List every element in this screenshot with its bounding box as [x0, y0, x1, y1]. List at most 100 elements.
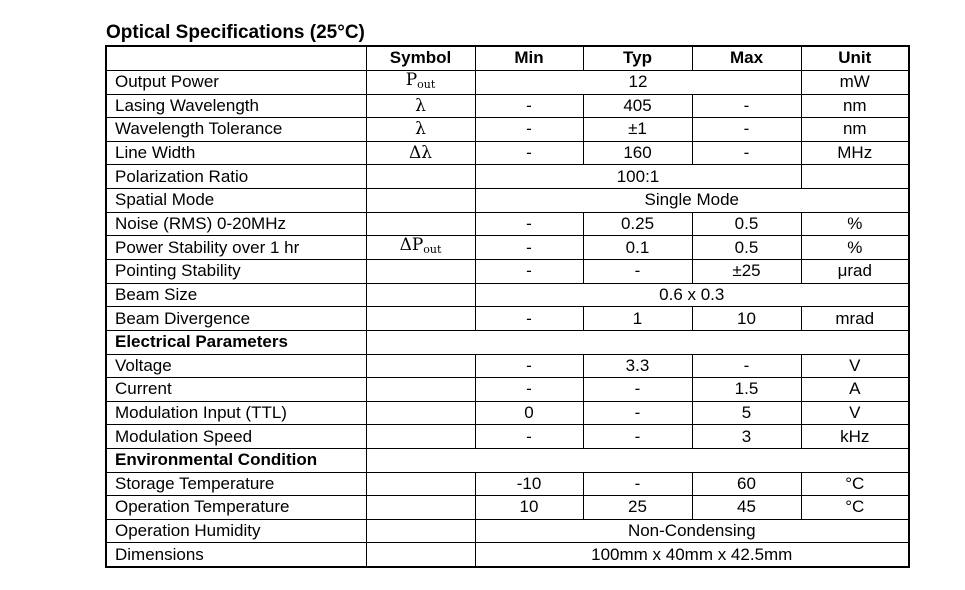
- table-row: Wavelength Tolerance λ - ±1- nm: [105, 117, 910, 142]
- symbol-cell: [365, 164, 476, 189]
- table-row: Power Stability over 1 hr ΔPout -0.1 0.5%: [105, 235, 910, 261]
- min-cell: 10: [474, 495, 584, 520]
- merged-value: 0.6 x 0.3: [474, 282, 910, 308]
- unit-cell: μrad: [800, 259, 910, 284]
- unit-cell: °C: [800, 495, 910, 520]
- max-cell: 5: [691, 400, 802, 426]
- merged-value: 100:1: [474, 164, 802, 189]
- section-heading: Electrical Parameters: [105, 329, 367, 355]
- max-cell: -: [691, 140, 802, 166]
- parameter-name: Beam Divergence: [105, 306, 367, 331]
- table-row: Operation Temperature 10 25 45 °C: [105, 495, 910, 520]
- typ-cell: 0.25: [582, 211, 693, 237]
- symbol-cell: [365, 259, 476, 284]
- parameter-name: Pointing Stability: [105, 259, 367, 284]
- max-cell: 0.5: [691, 211, 802, 237]
- symbol-subscript: out: [423, 243, 442, 257]
- unit-cell: mW: [800, 69, 910, 95]
- header-parameter: [105, 45, 367, 71]
- table-row: Voltage -3.3- V: [105, 353, 910, 379]
- parameter-name: Voltage: [105, 353, 367, 379]
- unit-cell: V: [800, 353, 910, 379]
- table-row: Modulation Input (TTL) 0-5 V: [105, 400, 910, 426]
- symbol-cell: [365, 353, 476, 379]
- parameter-name: Line Width: [105, 140, 367, 166]
- unit-cell: V: [800, 400, 910, 426]
- parameter-name: Noise (RMS) 0-20MHz: [105, 211, 367, 237]
- symbol-subscript: out: [417, 77, 436, 91]
- parameter-name: Beam Size: [105, 282, 367, 308]
- typ-cell: 160: [582, 140, 693, 166]
- parameter-name: Power Stability over 1 hr: [105, 235, 367, 261]
- header-row: Symbol Min Typ Max Unit: [105, 45, 910, 71]
- typ-cell: -: [582, 424, 693, 449]
- symbol-cell: [365, 400, 476, 426]
- unit-cell: [800, 164, 910, 189]
- table-row: Dimensions 100mm x 40mm x 42.5mm: [105, 542, 910, 568]
- min-cell: -: [474, 424, 584, 449]
- symbol-cell: [365, 495, 476, 520]
- parameter-name: Modulation Speed: [105, 424, 367, 449]
- unit-cell: %: [800, 211, 910, 237]
- symbol-cell: [365, 377, 476, 402]
- table-row: Pointing Stability - - ±25 μrad: [105, 259, 910, 284]
- table-row: Current - -1.5 A: [105, 377, 910, 402]
- symbol-main: λ: [415, 95, 426, 116]
- min-cell: -: [474, 353, 584, 379]
- parameter-name: Current: [105, 377, 367, 402]
- typ-cell: 0.1: [582, 235, 693, 261]
- merged-value: 100mm x 40mm x 42.5mm: [474, 542, 910, 568]
- section-empty-cell: [365, 329, 910, 355]
- table-row: Lasing Wavelength λ -405- nm: [105, 93, 910, 119]
- table-row: Electrical Parameters: [105, 329, 910, 355]
- parameter-name: Spatial Mode: [105, 187, 367, 213]
- max-cell: 45: [691, 495, 802, 520]
- symbol-main: P: [405, 70, 418, 90]
- unit-cell: mrad: [800, 306, 910, 331]
- symbol-cell: [365, 471, 476, 497]
- parameter-name: Output Power: [105, 69, 367, 95]
- symbol-cell: [365, 211, 476, 237]
- symbol-cell: [365, 282, 476, 308]
- typ-cell: ±1: [582, 117, 693, 142]
- section-empty-cell: [365, 447, 910, 473]
- symbol-main: Δλ: [408, 143, 433, 164]
- table-row: Output Power Pout 12 mW: [105, 69, 910, 95]
- min-cell: -: [474, 117, 584, 142]
- parameter-name: Storage Temperature: [105, 471, 367, 497]
- symbol-cell: ΔPout: [365, 235, 476, 261]
- parameter-name: Lasing Wavelength: [105, 93, 367, 119]
- typ-cell: 3.3: [582, 353, 693, 379]
- max-cell: 60: [691, 471, 802, 497]
- symbol-cell: [365, 542, 476, 568]
- symbol-cell: λ: [365, 117, 476, 142]
- max-cell: -: [691, 93, 802, 119]
- max-cell: 0.5: [691, 235, 802, 261]
- symbol-main: λ: [415, 119, 426, 140]
- optical-specifications-table: Symbol Min Typ Max Unit Output Power Pout…: [105, 45, 910, 568]
- table-row: Modulation Speed - -3 kHz: [105, 424, 910, 449]
- unit-cell: nm: [800, 93, 910, 119]
- page-title: Optical Specifications (25°C): [106, 22, 365, 43]
- min-cell: -: [474, 140, 584, 166]
- table-row: Beam Divergence -1 10 mrad: [105, 306, 910, 331]
- typ-cell: 1: [582, 306, 693, 331]
- min-cell: -: [474, 306, 584, 331]
- parameter-name: Modulation Input (TTL): [105, 400, 367, 426]
- symbol-cell: [365, 518, 476, 544]
- table-row: Storage Temperature -10-60 °C: [105, 471, 910, 497]
- table-row: Noise (RMS) 0-20MHz -0.25 0.5%: [105, 211, 910, 237]
- max-cell: 10: [691, 306, 802, 331]
- parameter-name: Dimensions: [105, 542, 367, 568]
- table-row: Spatial Mode Single Mode: [105, 187, 910, 213]
- table-row: Operation Humidity Non-Condensing: [105, 518, 910, 544]
- symbol-cell: Δλ: [365, 140, 476, 166]
- symbol-cell: [365, 187, 476, 213]
- table-row: Line Width Δλ -160- MHz: [105, 140, 910, 166]
- max-cell: ±25: [691, 259, 802, 284]
- unit-cell: MHz: [800, 140, 910, 166]
- max-cell: 1.5: [691, 377, 802, 402]
- header-typ: Typ: [582, 45, 693, 71]
- parameter-name: Polarization Ratio: [105, 164, 367, 189]
- parameter-name: Wavelength Tolerance: [105, 117, 367, 142]
